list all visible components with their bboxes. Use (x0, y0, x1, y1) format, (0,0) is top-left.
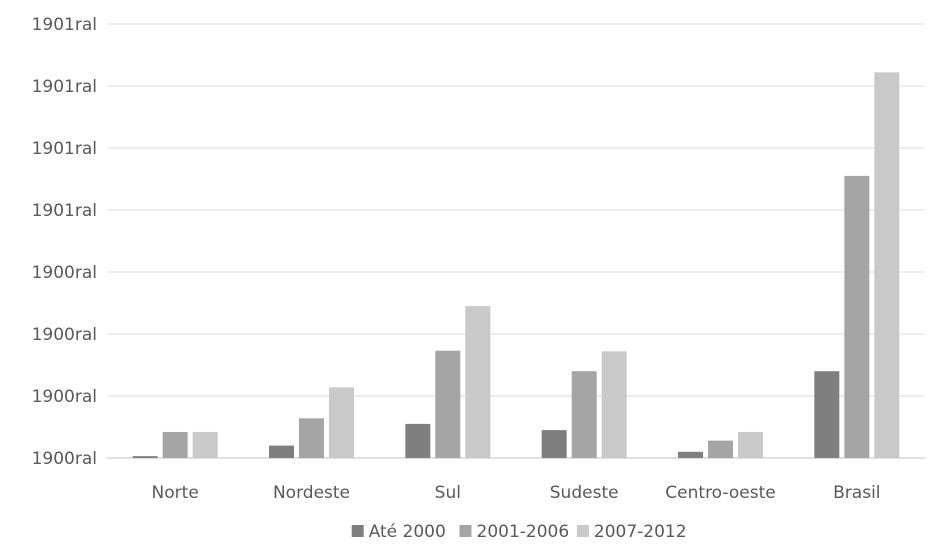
y-tick-label: 1900ral (32, 449, 97, 469)
legend-swatch (459, 525, 472, 537)
x-category-label: Brasil (833, 483, 880, 503)
bar (541, 430, 567, 458)
y-tick-label: 1901ral (32, 77, 97, 97)
y-tick-label: 1900ral (32, 325, 97, 345)
y-axis-ticks: 1900ral 1900ral 1900ral 1900ral 1901ral 1901r… (32, 15, 97, 469)
gridlines (107, 23, 925, 459)
bar (708, 440, 733, 458)
x-category-label: Norte (152, 483, 199, 503)
y-tick-label: 1901ral (32, 201, 97, 221)
x-axis: Norte Nordeste Sul Sudeste Centro-oeste Brasi… (152, 483, 881, 503)
bar (405, 423, 431, 458)
bar (269, 445, 294, 458)
y-tick-label: 1901ral (32, 15, 97, 35)
legend-label: 2007-2012 (594, 522, 687, 542)
bar (814, 371, 840, 458)
legend-label: Até 2000 (369, 522, 446, 542)
bar (192, 431, 218, 458)
bar (678, 451, 703, 458)
legend-label: 2001-2006 (477, 522, 570, 542)
bar (465, 306, 491, 458)
legend-swatch (351, 525, 364, 537)
x-category-label: Nordeste (273, 483, 350, 503)
bar (162, 431, 188, 458)
bar (844, 175, 870, 458)
bars (132, 72, 900, 459)
y-tick-label: 1901ral (32, 139, 97, 159)
bar (601, 351, 627, 458)
y-tick-label: 1900ral (32, 263, 97, 283)
bar (738, 431, 763, 458)
x-category-label: Centro-oeste (665, 483, 775, 503)
bar (329, 387, 354, 458)
y-tick-label: 1900ral (32, 387, 97, 407)
bar (435, 350, 461, 458)
x-category-label: Sul (435, 483, 461, 503)
bar (299, 418, 324, 458)
bar (571, 371, 597, 458)
legend: Até 2000 2001-2006 2007-2012 (351, 522, 687, 542)
legend-swatch (576, 525, 589, 537)
x-category-label: Sudeste (550, 483, 619, 503)
bar (874, 72, 900, 459)
bar (132, 456, 158, 458)
